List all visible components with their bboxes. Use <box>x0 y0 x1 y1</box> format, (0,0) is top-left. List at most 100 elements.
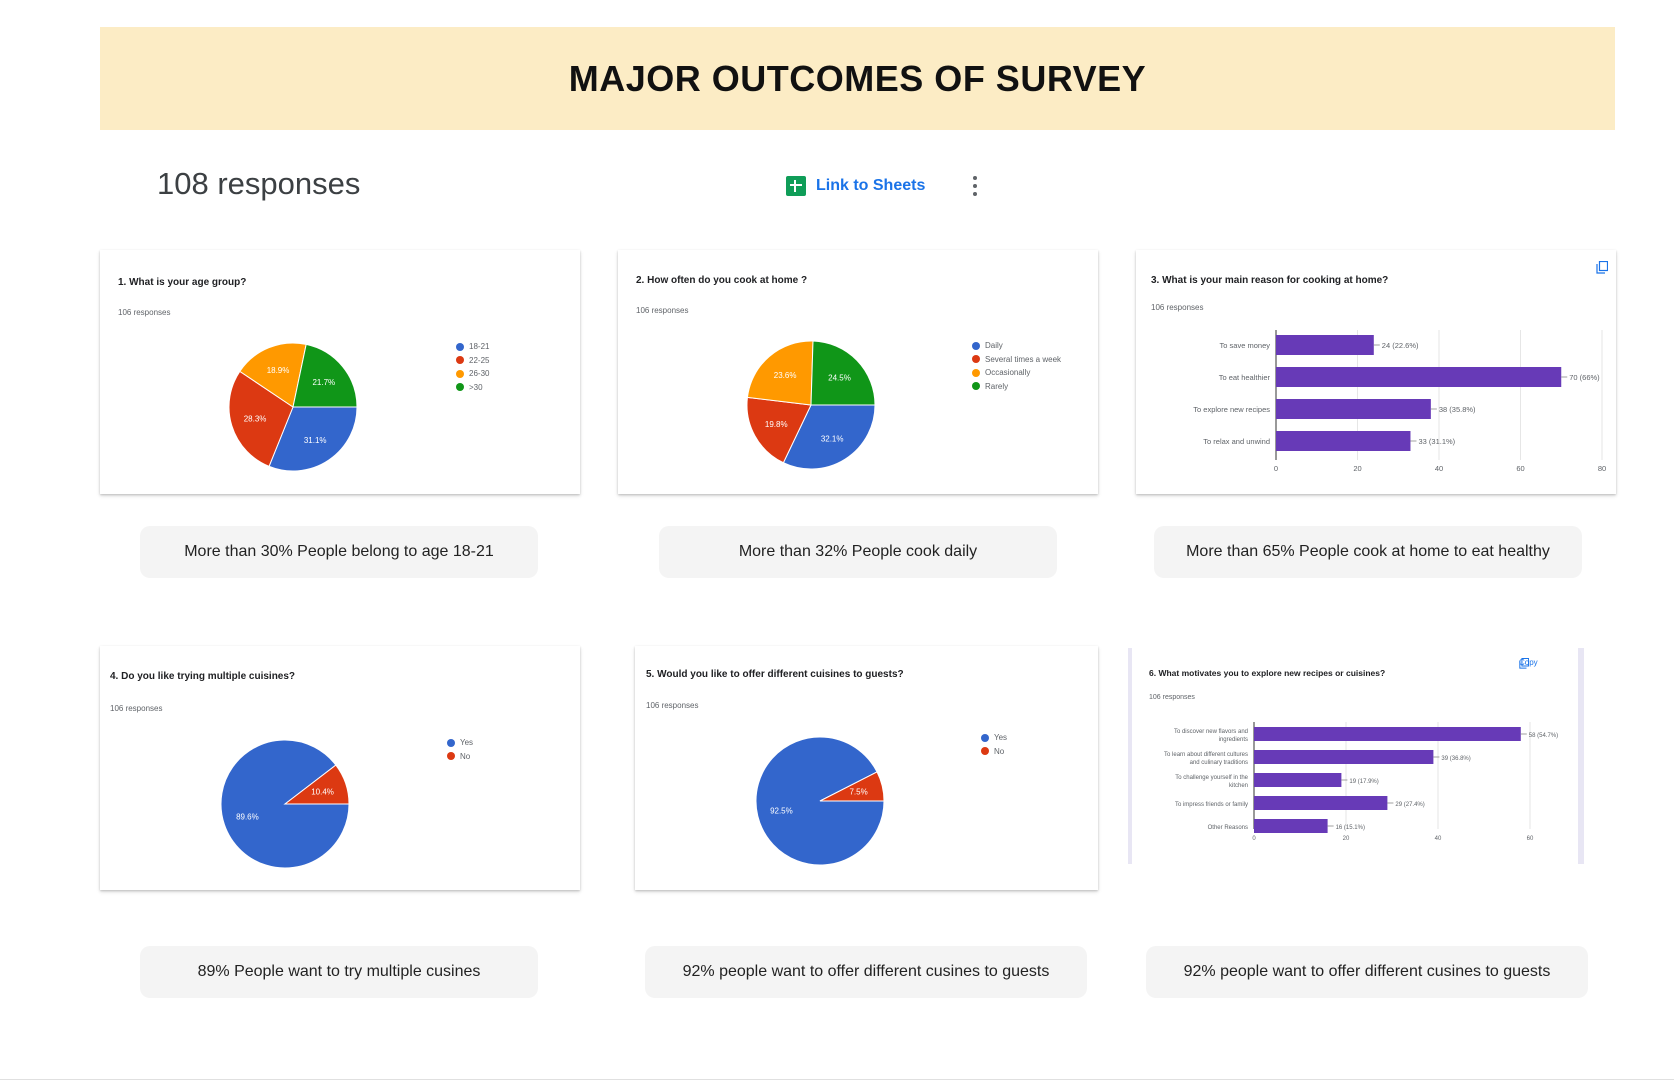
chart-title: 4. Do you like trying multiple cuisines? <box>110 671 296 682</box>
slice-label: 21.7% <box>312 378 335 387</box>
sheets-icon <box>786 176 806 196</box>
legend-label: Rarely <box>985 381 1009 391</box>
tick-label: 0 <box>1252 836 1256 842</box>
bar[interactable] <box>1276 335 1374 355</box>
chart-title: 1. What is your age group? <box>118 277 247 288</box>
legend-item: 18-21 <box>456 340 489 354</box>
caption-eat-healthy: More than 65% People cook at home to eat… <box>1154 526 1582 578</box>
legend-swatch <box>981 733 989 742</box>
data-label: 58 (54.7%) <box>1529 733 1558 739</box>
legend-item: >30 <box>456 381 489 395</box>
legend-swatch <box>972 382 980 391</box>
bar[interactable] <box>1276 399 1431 419</box>
pie-slice[interactable] <box>810 340 876 406</box>
pie-slice[interactable] <box>283 764 350 805</box>
copy-icon <box>1519 658 1529 669</box>
bar[interactable] <box>1254 819 1328 833</box>
slice-label: 10.4% <box>311 787 334 796</box>
slice-label: 31.1% <box>304 436 327 445</box>
pie-chart: 92.5% 7.5% <box>755 736 885 866</box>
category-label: To relax and unwind <box>1203 437 1270 446</box>
pie-slice[interactable] <box>746 396 812 464</box>
caption-cook-daily: More than 32% People cook daily <box>659 526 1057 578</box>
data-label: 29 (27.4%) <box>1395 802 1424 808</box>
more-vert-icon[interactable] <box>970 174 980 198</box>
chart-response-count: 106 responses <box>636 306 689 315</box>
category-label: To impress friends or family <box>1175 802 1248 808</box>
pie-slice[interactable] <box>782 404 876 470</box>
legend-label: Daily <box>985 341 1003 351</box>
legend-label: 22-25 <box>469 355 490 365</box>
data-label: 70 (66%) <box>1569 373 1600 382</box>
category-label: kitchen <box>1229 783 1248 789</box>
legend-swatch <box>456 383 464 392</box>
pie-slice[interactable] <box>292 343 358 408</box>
legend-item: 22-25 <box>456 354 489 368</box>
bar-chart: 0 20 40 60 80 24 (22.6%) To save money 70 (66%)… <box>1193 330 1606 473</box>
pie-slice[interactable] <box>746 340 814 406</box>
chart-card-age: 1. What is your age group? 106 responses… <box>100 250 580 494</box>
legend-item: Rarely <box>972 380 1061 394</box>
legend-label: Occasionally <box>985 368 1031 378</box>
tick-label: 60 <box>1516 464 1524 473</box>
pie-chart: 31.1% 28.3% 18.9% 21.7% <box>228 342 358 472</box>
tick-label: 40 <box>1435 464 1443 473</box>
chart-card-multiple-cuisines: 4. Do you like trying multiple cuisines?… <box>100 646 580 890</box>
legend-swatch <box>447 738 455 747</box>
chart-response-count: 106 responses <box>646 701 699 710</box>
bar[interactable] <box>1276 431 1411 451</box>
chart-legend: Daily Several times a week Occasionally Rar… <box>972 339 1061 393</box>
chart-card-cooking-reason: 3. What is your main reason for cooking … <box>1136 250 1616 494</box>
legend-item: Yes <box>981 731 1007 745</box>
caption-offer-cuisines: 92% people want to offer different cusin… <box>645 946 1087 998</box>
legend-swatch <box>456 356 464 365</box>
bar[interactable] <box>1254 750 1434 764</box>
data-label: 39 (36.8%) <box>1441 756 1470 762</box>
legend-label: 18-21 <box>469 342 490 352</box>
data-label: 33 (31.1%) <box>1418 437 1455 446</box>
chart-title: 3. What is your main reason for cooking … <box>1151 275 1389 286</box>
title-banner: MAJOR OUTCOMES OF SURVEY <box>100 27 1615 130</box>
chart-card-motivation: 6. What motivates you to explore new rec… <box>1128 648 1584 864</box>
chart-card-cook-frequency: 2. How often do you cook at home ? 106 r… <box>618 250 1098 494</box>
tick-label: 60 <box>1527 836 1534 842</box>
bar[interactable] <box>1276 367 1562 387</box>
link-to-sheets-label: Link to Sheets <box>816 177 926 194</box>
legend-item: No <box>981 745 1007 759</box>
pie-slice[interactable] <box>228 370 294 468</box>
data-label: 16 (15.1%) <box>1336 825 1365 831</box>
slice-label: 28.3% <box>244 415 267 424</box>
legend-swatch <box>972 341 980 350</box>
chart-response-count: 106 responses <box>1149 694 1195 701</box>
slice-label: 7.5% <box>849 788 867 797</box>
link-to-sheets-button[interactable]: Link to Sheets <box>786 176 925 196</box>
bar[interactable] <box>1254 727 1521 741</box>
chart-title: 5. Would you like to offer different cui… <box>646 669 904 680</box>
slice-label: 32.1% <box>821 435 844 444</box>
pie-chart: 89.6% 10.4% <box>220 739 350 869</box>
slice-label: 18.9% <box>267 366 290 375</box>
tick-label: 20 <box>1343 836 1350 842</box>
legend-label: 26-30 <box>469 369 490 379</box>
slice-label: 24.5% <box>828 373 851 382</box>
copy-button[interactable]: Copy <box>1519 658 1538 669</box>
legend-label: Several times a week <box>985 354 1062 364</box>
legend-swatch <box>456 369 464 378</box>
chart-card-offer-cuisines: 5. Would you like to offer different cui… <box>635 646 1098 890</box>
pie-chart: 32.1% 19.8% 23.6% 24.5% <box>746 340 876 470</box>
bar[interactable] <box>1254 773 1342 787</box>
data-label: 24 (22.6%) <box>1382 341 1419 350</box>
bar[interactable] <box>1254 796 1388 810</box>
copy-icon[interactable] <box>1596 261 1608 274</box>
legend-item: Yes <box>447 736 473 750</box>
legend-item: 26-30 <box>456 367 489 381</box>
data-label: 19 (17.9%) <box>1349 779 1378 785</box>
legend-label: >30 <box>469 382 483 392</box>
pie-slice[interactable] <box>268 406 358 472</box>
chart-response-count: 106 responses <box>1151 303 1204 312</box>
pie-slice[interactable] <box>239 342 307 408</box>
pie-slice[interactable] <box>819 771 885 802</box>
legend-swatch <box>447 752 455 761</box>
page-title: MAJOR OUTCOMES OF SURVEY <box>568 57 1147 99</box>
category-label: To eat healthier <box>1219 373 1271 382</box>
